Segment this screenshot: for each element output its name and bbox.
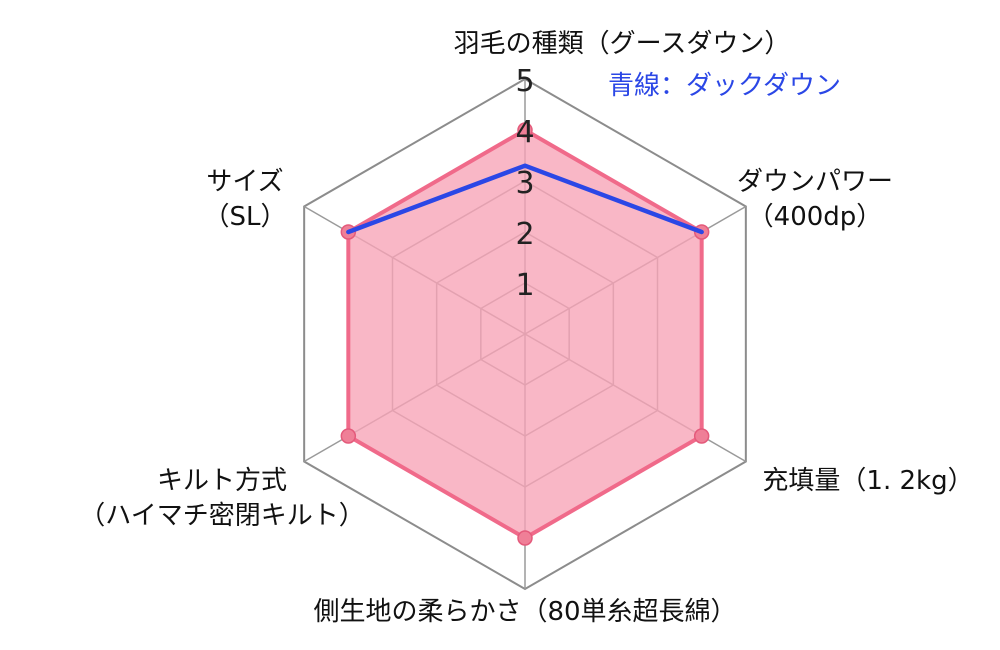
series-point (693, 428, 710, 444)
tick-labels: 1 2 3 4 5 (515, 64, 534, 303)
axis-label: 側生地の柔らかさ（80単糸超長綿） (313, 597, 736, 627)
axis-labels: 羽毛の種類（グースダウン） ダウンパワー （400dp） 充填量（1. 2kg） 側生地… (79, 29, 973, 627)
series-lines (346, 163, 704, 235)
axis-label-line: 側生地の柔らかさ（80単糸超長綿） (313, 597, 736, 627)
axis-label: サイズ （SL） (204, 167, 287, 232)
axis-label-line: 充填量（1. 2kg） (762, 466, 973, 496)
axis-label: ダウンパワー （400dp） (737, 167, 893, 232)
axis-label-line: （SL） (204, 202, 287, 232)
tick-label: 4 (515, 115, 534, 150)
tick-label: 1 (515, 268, 534, 303)
axis-label: 充填量（1. 2kg） (762, 466, 973, 496)
tick-label: 3 (515, 166, 534, 201)
tick-label: 2 (515, 217, 534, 252)
series-point (517, 122, 533, 138)
axis-label-line: サイズ (206, 167, 283, 197)
axis-label-line: （ハイマチ密閉キルト） (79, 501, 364, 531)
axis-label-line: （400dp） (748, 202, 883, 232)
axis-label-line: 羽毛の種類（グースダウン） (454, 29, 791, 59)
series-point (340, 428, 357, 444)
axis-label: キルト方式 （ハイマチ密閉キルト） (79, 466, 364, 531)
series-line (346, 163, 704, 235)
legend-entry: 青線：ダックダウン (608, 71, 841, 101)
axis-label-line: ダウンパワー (737, 167, 893, 197)
tick-label: 5 (515, 64, 534, 99)
axis-label: 羽毛の種類（グースダウン） (454, 29, 791, 59)
axis-label-line: キルト方式 (157, 466, 287, 496)
series-point (517, 530, 533, 546)
